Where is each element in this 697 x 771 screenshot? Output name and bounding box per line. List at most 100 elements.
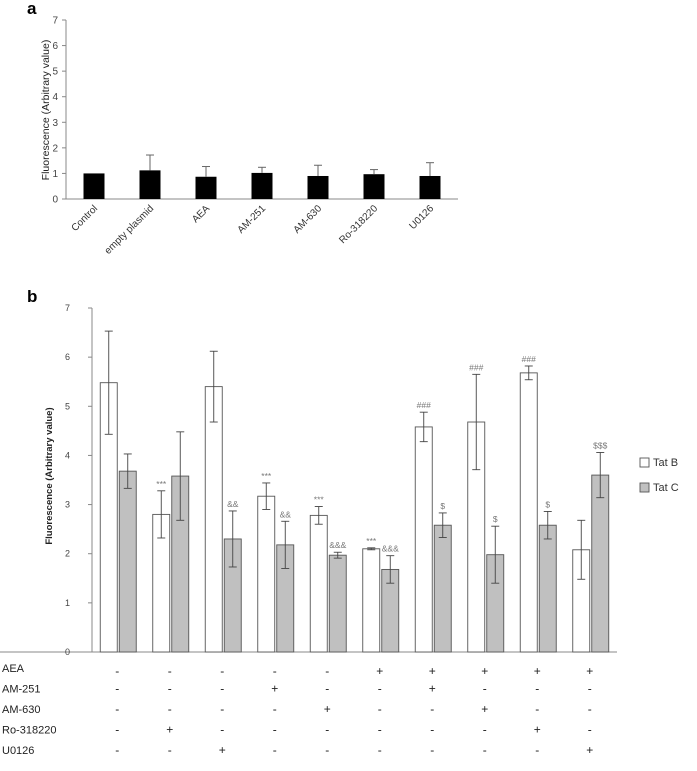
treatment-sign: + — [219, 743, 226, 757]
treatment-sign: - — [115, 723, 119, 737]
y-tick-label: 5 — [65, 401, 70, 411]
treatment-sign: - — [115, 664, 119, 678]
treatment-sign: - — [535, 702, 539, 716]
y-tick-label: 4 — [52, 92, 58, 103]
treatment-sign: - — [273, 702, 277, 716]
bar-tat-b — [204, 386, 223, 653]
significance-marker: ### — [469, 362, 483, 372]
treatment-sign: + — [534, 723, 541, 737]
bar — [195, 176, 217, 199]
significance-marker: $$$ — [593, 440, 607, 450]
treatment-sign: - — [430, 743, 434, 757]
y-tick-label: 3 — [65, 500, 70, 510]
y-tick-label: 1 — [65, 598, 70, 608]
treatment-sign: + — [481, 702, 488, 716]
y-tick-label: 7 — [65, 303, 70, 313]
legend-label: Tat B — [653, 457, 678, 469]
treatment-sign: - — [378, 702, 382, 716]
x-category-label: Control — [70, 203, 101, 234]
x-category-label: empty plasmid — [103, 203, 156, 256]
significance-marker: &&& — [382, 544, 399, 554]
treatment-sign: + — [586, 743, 593, 757]
bar-tat-b — [414, 426, 433, 653]
treatment-sign: - — [588, 723, 592, 737]
treatment-sign: - — [378, 682, 382, 696]
bar — [419, 175, 441, 199]
treatment-sign: - — [168, 664, 172, 678]
panel-a-letter: a — [27, 0, 37, 18]
treatment-sign: - — [483, 723, 487, 737]
treatment-sign: - — [115, 682, 119, 696]
significance-marker: $ — [440, 501, 445, 511]
treatment-sign: + — [586, 664, 593, 678]
significance-marker: && — [280, 509, 292, 519]
treatment-sign: + — [429, 682, 436, 696]
significance-marker: &&& — [329, 540, 346, 550]
y-tick-label: 5 — [52, 67, 58, 78]
panel-a-chart: a 0 1 2 3 4 5 6 7 Control empty plasmid AEA AM-251… — [27, 0, 458, 257]
significance-marker: ### — [417, 400, 431, 410]
treatment-sign: - — [535, 682, 539, 696]
bar-tat-c — [591, 474, 610, 653]
treatment-sign: - — [430, 723, 434, 737]
panel-a-bars — [83, 154, 441, 199]
y-tick-label: 2 — [52, 143, 58, 154]
x-category-label: AEA — [190, 203, 212, 225]
panel-a-y-axis: 0 1 2 3 4 5 6 7 — [52, 16, 458, 206]
treatment-row-label: AEA — [2, 663, 25, 675]
treatment-sign: - — [273, 743, 277, 757]
y-tick-label: 6 — [52, 41, 58, 52]
treatment-sign: - — [325, 664, 329, 678]
bar-tat-b — [362, 548, 381, 653]
treatment-sign: - — [168, 702, 172, 716]
treatment-row-label: Ro-318220 — [2, 725, 56, 737]
panel-a-x-labels: Control empty plasmid AEA AM-251 AM-630 Ro-31… — [70, 203, 437, 257]
treatment-table: AEA - - - - - + + + + + AM-251 - - - + - - + - - - AM-630 - - - - +… — [2, 663, 593, 757]
panel-b-legend: Tat B Tat C — [639, 457, 679, 494]
significance-marker: ### — [522, 354, 536, 364]
treatment-sign: + — [271, 682, 278, 696]
legend-swatch-tat-c — [639, 482, 650, 493]
treatment-sign: - — [220, 702, 224, 716]
bar-tat-b — [257, 495, 276, 653]
treatment-sign: - — [220, 723, 224, 737]
y-tick-label: 0 — [52, 195, 58, 206]
panel-b-y-axis-label: Fluorescence (Arbitrary value) — [44, 407, 55, 544]
treatment-row-label: U0126 — [2, 745, 34, 757]
x-category-label: U0126 — [408, 203, 437, 232]
treatment-sign: - — [325, 682, 329, 696]
treatment-sign: - — [483, 682, 487, 696]
treatment-sign: + — [481, 664, 488, 678]
treatment-row-label: AM-630 — [2, 704, 41, 716]
significance-marker: $ — [493, 514, 498, 524]
treatment-sign: - — [378, 743, 382, 757]
treatment-sign: - — [535, 743, 539, 757]
bar-tat-c — [538, 524, 557, 653]
panel-b-letter: b — [27, 287, 37, 306]
x-category-label: Ro-318220 — [337, 203, 380, 246]
significance-marker: *** — [156, 479, 167, 489]
y-tick-label: 7 — [52, 16, 58, 27]
treatment-sign: - — [115, 702, 119, 716]
x-category-label: AM-630 — [292, 203, 325, 236]
treatment-sign: + — [429, 664, 436, 678]
significance-marker: *** — [366, 536, 377, 546]
treatment-sign: - — [588, 702, 592, 716]
panel-a-y-axis-label: Fluorescence (Arbitrary value) — [40, 40, 52, 181]
panel-b-annotations: ***&&***&&***&&& ***&&&###$###$###$$$$ — [156, 354, 607, 554]
bar — [363, 174, 385, 199]
significance-marker: && — [227, 499, 239, 509]
bar-tat-b — [309, 514, 328, 653]
y-tick-label: 4 — [65, 450, 70, 460]
panel-b-bars — [99, 330, 610, 653]
treatment-sign: - — [220, 664, 224, 678]
y-tick-label: 3 — [52, 118, 58, 129]
treatment-sign: - — [273, 664, 277, 678]
treatment-sign: - — [430, 702, 434, 716]
treatment-sign: - — [115, 743, 119, 757]
significance-marker: $ — [545, 499, 550, 509]
legend-label: Tat C — [653, 482, 679, 494]
bar — [307, 175, 329, 199]
treatment-sign: - — [325, 743, 329, 757]
